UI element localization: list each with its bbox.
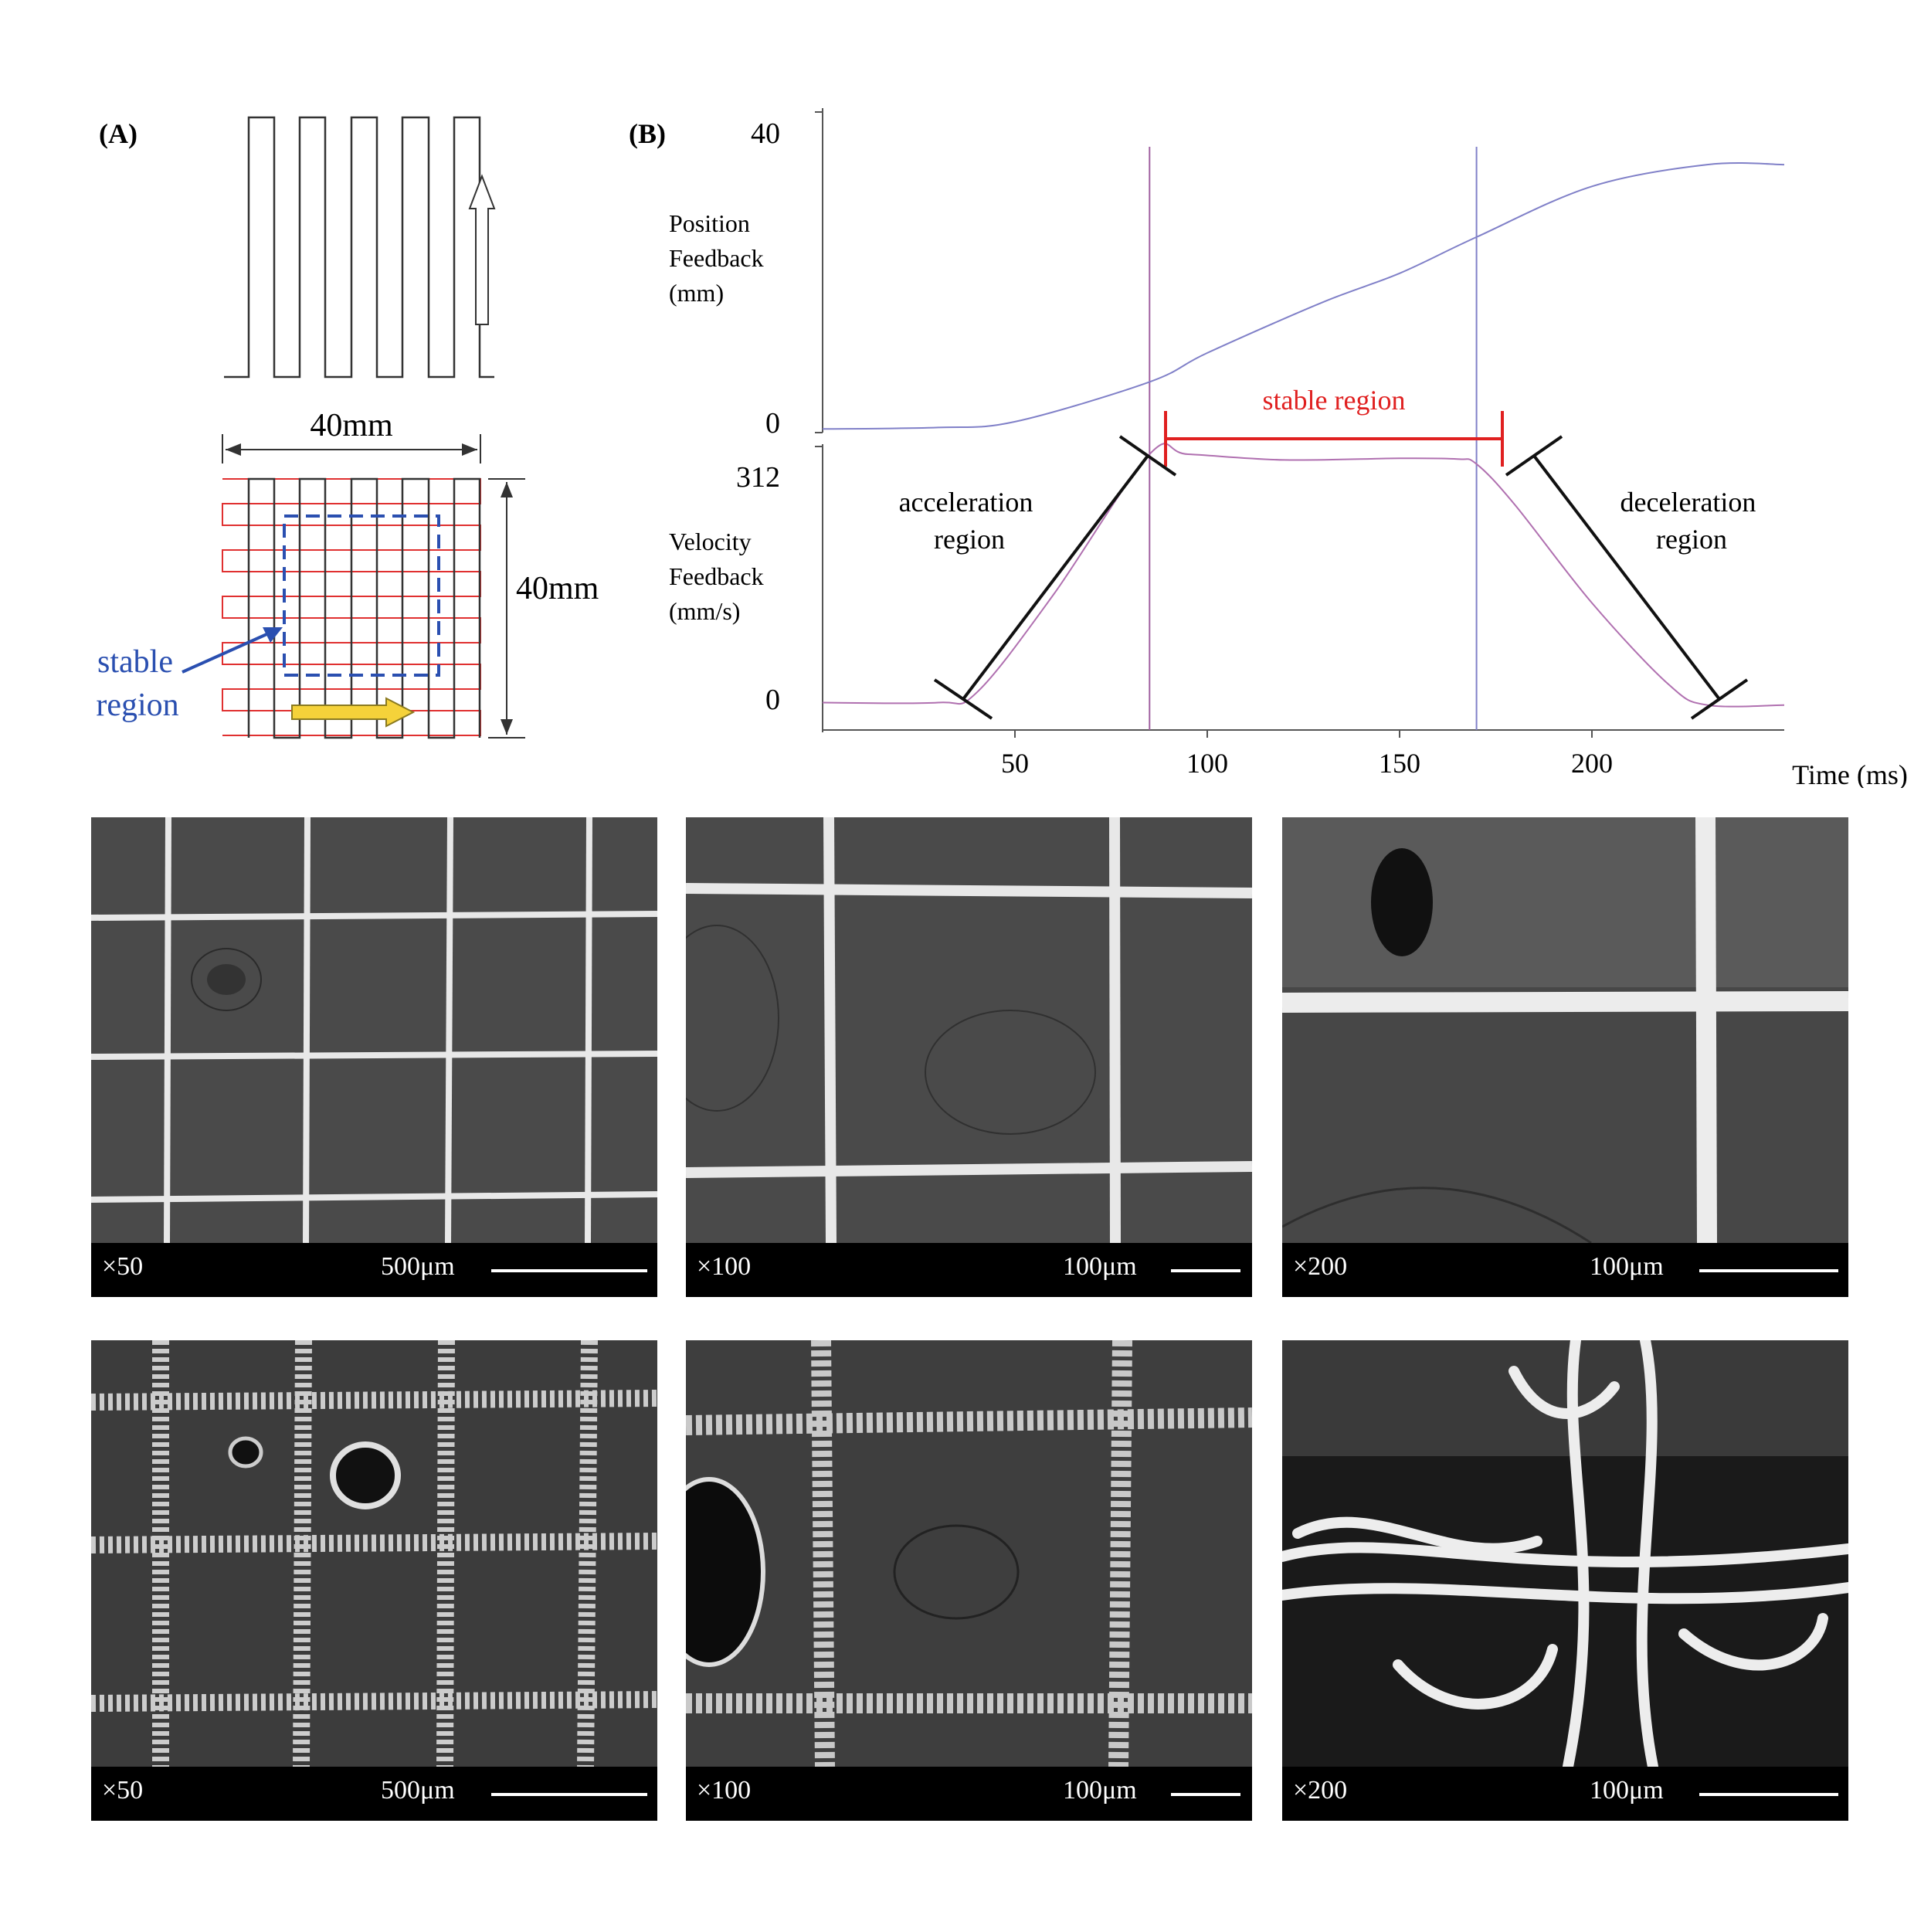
x-tick-label-200: 200 bbox=[1571, 748, 1613, 779]
scale-bar bbox=[491, 1269, 647, 1272]
scale-label: 100μm bbox=[1590, 1252, 1664, 1281]
sem-caption-top-3: ×200 100μm bbox=[1282, 1243, 1848, 1297]
sem-caption-bottom-3: ×200 100μm bbox=[1282, 1767, 1848, 1821]
magnification-label: ×100 bbox=[697, 1252, 752, 1281]
stable-region-box bbox=[283, 514, 440, 677]
scale-bar bbox=[1699, 1269, 1838, 1272]
scale-label: 100μm bbox=[1590, 1776, 1664, 1805]
scale-bar bbox=[1699, 1793, 1838, 1796]
deceleration-region-label: deceleration region bbox=[1620, 487, 1763, 555]
stable-region-label: stable bbox=[97, 644, 173, 680]
top-tick-40: 40 bbox=[751, 117, 780, 150]
deceleration-region-bracket bbox=[1505, 435, 1749, 720]
bottom-tick-312: 312 bbox=[736, 461, 780, 494]
velocity-feedback-line bbox=[822, 443, 1785, 708]
regular-grid-image-200x bbox=[1282, 817, 1848, 1243]
sem-panel-bottom-2: ×100 100μm bbox=[686, 1340, 1252, 1821]
x-axis-label: Time (ms) bbox=[1792, 759, 1908, 788]
width-label: 40mm bbox=[310, 408, 393, 443]
regular-grid-image-50x bbox=[91, 817, 657, 1243]
fibrous-grid-image-200x bbox=[1282, 1340, 1848, 1767]
sem-caption-bottom-2: ×100 100μm bbox=[686, 1767, 1252, 1821]
print-direction-yellow-arrow bbox=[291, 697, 416, 728]
position-feedback-line bbox=[822, 162, 1785, 430]
sem-panel-top-3: ×200 100μm bbox=[1282, 817, 1848, 1297]
scale-bar bbox=[1171, 1269, 1240, 1272]
bottom-ylabel: Velocity Feedback (mm/s) bbox=[669, 528, 770, 625]
scale-label: 100μm bbox=[1063, 1252, 1137, 1281]
scale-label: 500μm bbox=[381, 1252, 455, 1281]
svg-text:region: region bbox=[96, 688, 178, 723]
scale-bar bbox=[1171, 1793, 1240, 1796]
bottom-tick-0: 0 bbox=[765, 684, 780, 716]
panel-a-label: (A) bbox=[99, 118, 137, 149]
acceleration-region-bracket bbox=[933, 435, 1177, 720]
stable-region-pointer-icon bbox=[263, 627, 283, 643]
sem-panel-bottom-1: ×50 500μm bbox=[91, 1340, 657, 1821]
top-ylabel: Position Feedback (mm) bbox=[669, 209, 770, 307]
x-tick-label-150: 150 bbox=[1379, 748, 1420, 779]
regular-grid-image-100x bbox=[686, 817, 1252, 1243]
panel-b-chart: (B) 40 0 Position Feedback (mm) 312 0 Ve… bbox=[629, 108, 1908, 788]
fibrous-grid-image-100x bbox=[686, 1340, 1252, 1767]
acceleration-region-label: acceleration region bbox=[899, 487, 1040, 555]
sem-panel-bottom-3: ×200 100μm bbox=[1282, 1340, 1848, 1821]
top-tick-0: 0 bbox=[765, 407, 780, 440]
sem-caption-top-2: ×100 100μm bbox=[686, 1243, 1252, 1297]
magnification-label: ×50 bbox=[102, 1776, 144, 1805]
stable-region-bracket bbox=[1164, 411, 1504, 467]
x-tick-label-100: 100 bbox=[1186, 748, 1228, 779]
serpentine-print-path bbox=[224, 116, 494, 379]
path-direction-arrow bbox=[468, 174, 496, 325]
magnification-label: ×200 bbox=[1293, 1776, 1348, 1805]
scale-bar bbox=[491, 1793, 647, 1796]
sem-caption-top-1: ×50 500μm bbox=[91, 1243, 657, 1297]
height-label: 40mm bbox=[516, 571, 599, 606]
black-crosshatch-layer bbox=[247, 477, 481, 739]
stable-region-text: stable region bbox=[1263, 385, 1406, 416]
x-ticks: 50 100 150 200 bbox=[1001, 730, 1613, 779]
scale-label: 500μm bbox=[381, 1776, 455, 1805]
fibrous-grid-image-50x bbox=[91, 1340, 657, 1767]
sem-panel-top-1: ×50 500μm bbox=[91, 817, 657, 1297]
panel-a-diagram: (A) 40mm 40mm stable region bbox=[96, 116, 599, 739]
x-tick-label-50: 50 bbox=[1001, 748, 1029, 779]
scale-label: 100μm bbox=[1063, 1776, 1137, 1805]
magnification-label: ×100 bbox=[697, 1776, 752, 1805]
sem-panel-top-2: ×100 100μm bbox=[686, 817, 1252, 1297]
panel-b-label: (B) bbox=[629, 118, 666, 149]
magnification-label: ×200 bbox=[1293, 1252, 1348, 1281]
magnification-label: ×50 bbox=[102, 1252, 144, 1281]
red-crosshatch-layer bbox=[222, 478, 481, 736]
sem-caption-bottom-1: ×50 500μm bbox=[91, 1767, 657, 1821]
